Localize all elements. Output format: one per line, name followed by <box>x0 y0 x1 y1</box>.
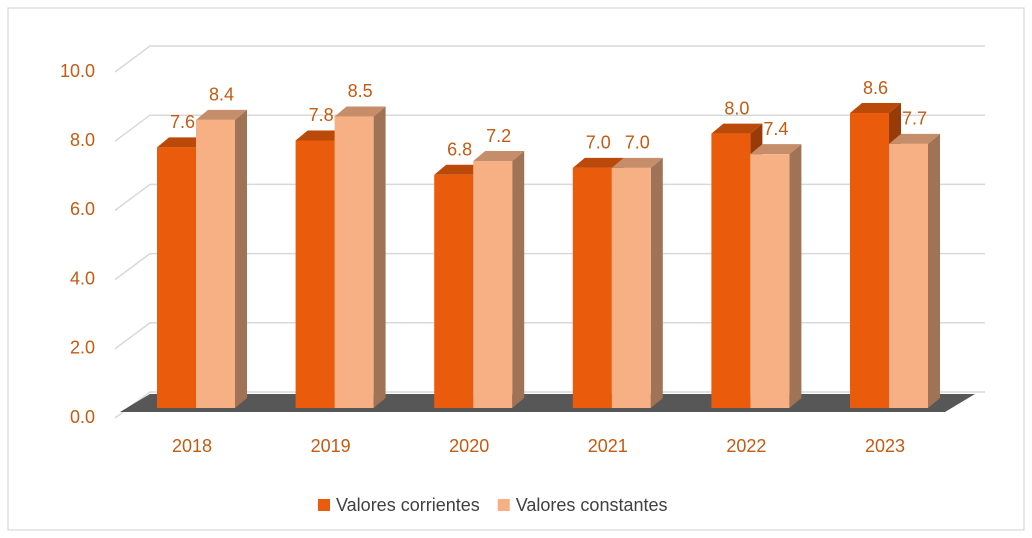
x-tick-label: 2018 <box>172 436 212 456</box>
x-tick-label: 2023 <box>865 436 905 456</box>
bar <box>611 167 651 408</box>
floor <box>120 394 975 412</box>
bar <box>750 154 790 408</box>
bar <box>157 147 196 408</box>
grid-line <box>114 45 985 73</box>
bar-top <box>157 137 208 148</box>
data-label: 7.0 <box>586 133 611 153</box>
grid-line <box>114 183 985 212</box>
bar <box>473 161 513 408</box>
bar <box>196 119 235 408</box>
y-tick-label: 10.0 <box>60 61 95 81</box>
bar-side <box>235 109 247 408</box>
data-label: 8.6 <box>863 78 888 98</box>
bar <box>572 167 612 408</box>
grid-line <box>114 252 985 281</box>
bar-top <box>711 123 763 134</box>
y-tick-label: 8.0 <box>70 130 95 150</box>
bar-side <box>650 157 663 408</box>
data-label: 8.0 <box>724 98 749 118</box>
y-tick-label: 6.0 <box>70 199 95 219</box>
legend-swatch <box>318 499 330 511</box>
data-label: 7.6 <box>170 112 195 132</box>
data-label: 7.0 <box>625 133 650 153</box>
data-label: 8.4 <box>209 85 234 105</box>
data-label: 6.8 <box>447 140 472 160</box>
x-tick-label: 2022 <box>726 436 766 456</box>
bar-top <box>750 144 802 155</box>
bar-top <box>196 109 247 120</box>
bar <box>334 116 374 408</box>
bar-top <box>334 106 386 117</box>
bar <box>434 174 474 408</box>
x-tick-label: 2019 <box>311 436 351 456</box>
bar <box>889 143 928 408</box>
y-tick-label: 2.0 <box>70 338 95 358</box>
bar-side <box>373 106 386 408</box>
legend-label: Valores constantes <box>516 495 668 515</box>
grid-line <box>114 114 985 142</box>
x-tick-label: 2021 <box>588 436 628 456</box>
data-label: 7.2 <box>486 126 511 146</box>
x-tick-label: 2020 <box>449 436 489 456</box>
legend-swatch <box>497 499 510 511</box>
y-tick-label: 4.0 <box>70 268 95 288</box>
bar-top <box>473 151 525 162</box>
bar-side <box>789 144 802 408</box>
bar-side <box>928 133 940 408</box>
bar-top <box>572 157 624 168</box>
data-label: 7.8 <box>309 105 334 125</box>
bar-top <box>850 103 901 114</box>
bar <box>711 133 751 408</box>
data-label: 7.7 <box>902 109 927 129</box>
bar-top <box>434 164 486 175</box>
data-label: 8.5 <box>348 81 373 101</box>
grid-line <box>114 322 985 350</box>
bar <box>295 140 335 408</box>
legend-label: Valores corrientes <box>336 495 480 515</box>
bar <box>850 113 889 409</box>
y-tick-label: 0.0 <box>70 407 95 427</box>
bar-top <box>295 130 347 141</box>
bar-top <box>889 133 940 144</box>
data-label: 7.4 <box>763 119 788 139</box>
bar-side <box>512 151 525 409</box>
bar-top <box>611 157 663 168</box>
